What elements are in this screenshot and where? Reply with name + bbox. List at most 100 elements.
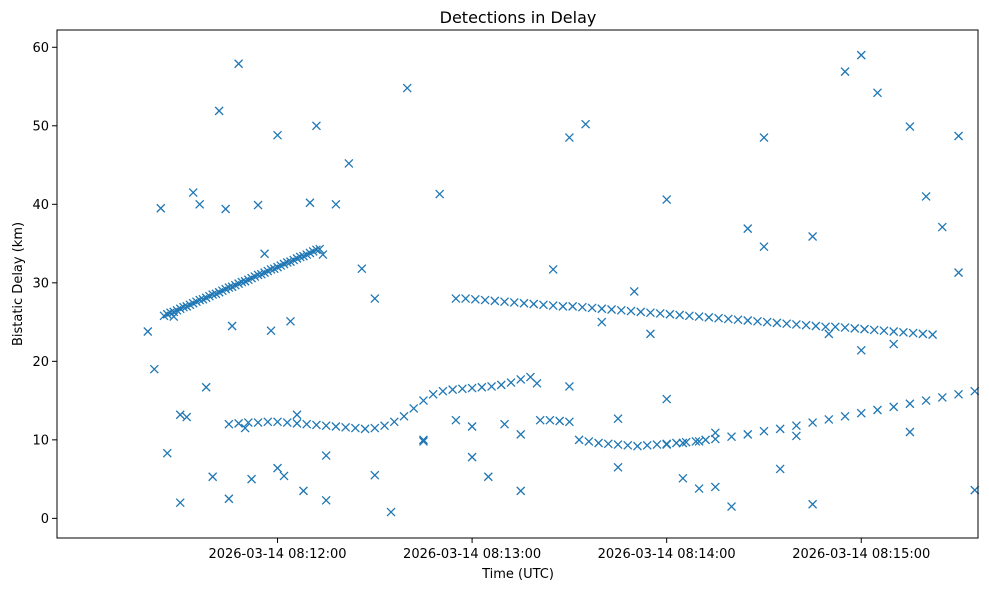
x-axis-label: Time (UTC) — [481, 567, 554, 582]
series-group — [159, 244, 328, 321]
data-point — [344, 159, 354, 168]
data-point — [584, 436, 594, 446]
data-point — [633, 441, 642, 451]
data-point — [824, 414, 834, 424]
data-point — [370, 423, 380, 433]
data-point — [321, 495, 331, 505]
data-point — [970, 386, 980, 396]
x-tick-label: 2026-03-14 08:15:00 — [792, 547, 930, 562]
data-point — [594, 438, 604, 448]
data-point — [315, 244, 325, 254]
data-point — [636, 307, 646, 317]
data-point — [662, 195, 672, 205]
data-point — [156, 203, 166, 213]
data-point — [642, 440, 652, 450]
data-point — [548, 301, 558, 311]
data-point — [710, 434, 720, 444]
data-point — [292, 418, 302, 428]
data-point — [162, 448, 172, 458]
data-point — [470, 294, 480, 304]
data-point — [182, 412, 192, 422]
data-point — [467, 383, 477, 393]
data-point — [529, 299, 539, 309]
data-point — [380, 421, 389, 431]
data-point — [684, 311, 694, 321]
data-point — [266, 326, 276, 336]
data-point — [227, 321, 237, 331]
data-point — [655, 308, 665, 318]
data-point — [921, 191, 931, 201]
data-point — [889, 327, 899, 336]
data-point — [597, 317, 607, 327]
data-point — [311, 420, 321, 430]
data-point — [149, 364, 159, 374]
data-point — [759, 133, 769, 143]
data-point — [331, 422, 341, 431]
data-point — [908, 328, 918, 338]
y-tick-label: 60 — [32, 41, 49, 56]
data-point — [905, 427, 915, 437]
data-point — [808, 232, 818, 241]
data-point — [532, 378, 542, 388]
data-point — [879, 326, 889, 336]
data-point — [435, 189, 445, 199]
data-point — [701, 435, 711, 445]
data-point — [418, 436, 428, 446]
data-point — [694, 312, 704, 322]
data-point — [331, 199, 341, 209]
data-point — [840, 323, 850, 333]
data-point — [791, 431, 801, 441]
data-point — [918, 329, 928, 339]
data-point — [467, 452, 477, 462]
data-point — [451, 294, 461, 303]
data-point — [448, 385, 458, 395]
data-point — [516, 486, 526, 496]
data-point — [898, 327, 908, 337]
y-axis-ticks: 0 10 20 30 40 50 60 — [32, 41, 57, 527]
data-point — [905, 399, 915, 409]
data-point — [808, 418, 818, 428]
data-point — [704, 312, 714, 322]
x-tick-label: 2026-03-14 08:14:00 — [598, 547, 736, 562]
y-tick-label: 40 — [32, 198, 49, 213]
data-point — [418, 435, 428, 445]
data-point — [850, 323, 860, 333]
data-point — [221, 204, 231, 214]
data-point — [370, 294, 380, 303]
data-point — [791, 319, 801, 329]
data-point — [937, 222, 947, 232]
data-point — [694, 436, 704, 446]
data-point — [691, 436, 701, 446]
data-point — [613, 414, 623, 424]
data-point — [538, 300, 548, 310]
data-point — [208, 472, 218, 482]
data-point — [253, 200, 263, 210]
data-point — [733, 315, 743, 325]
data-point — [626, 306, 636, 316]
series-group — [224, 372, 711, 451]
data-point — [662, 440, 672, 450]
data-point — [234, 418, 244, 428]
data-point — [399, 411, 409, 421]
data-point — [253, 270, 263, 280]
data-point — [791, 421, 801, 431]
data-point — [490, 296, 500, 306]
data-point — [299, 486, 308, 496]
data-point — [905, 122, 915, 132]
data-point — [743, 224, 753, 234]
data-point — [273, 417, 282, 427]
data-point — [629, 286, 639, 296]
data-point — [402, 83, 412, 93]
data-point — [195, 295, 205, 305]
data-point — [743, 429, 753, 439]
data-point — [597, 304, 607, 314]
data-point — [954, 268, 964, 278]
y-axis-label: Bistatic Delay (km) — [11, 222, 26, 346]
data-point — [873, 88, 882, 98]
data-point — [516, 429, 526, 439]
data-point — [321, 421, 331, 431]
data-point — [840, 411, 850, 421]
data-point — [548, 265, 558, 274]
data-point — [830, 322, 840, 332]
